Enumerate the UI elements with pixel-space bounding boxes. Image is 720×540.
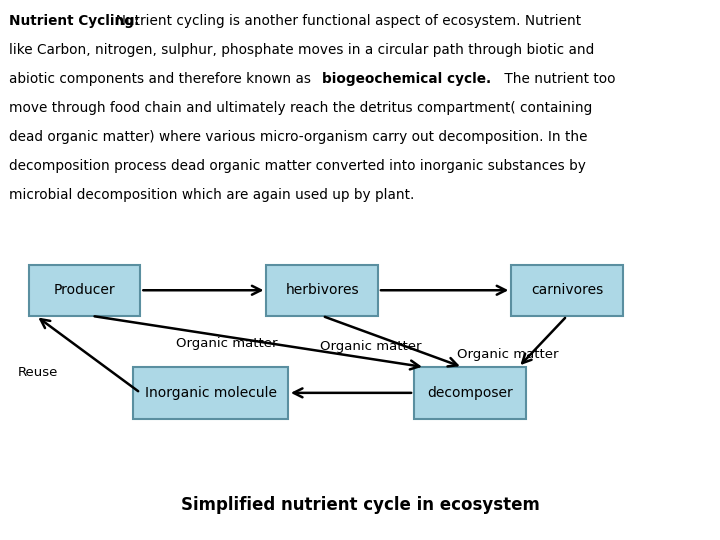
Text: Reuse: Reuse (18, 366, 58, 379)
Text: Producer: Producer (54, 284, 115, 297)
Text: herbivores: herbivores (285, 284, 359, 297)
FancyBboxPatch shape (133, 367, 288, 418)
Text: decomposition process dead organic matter converted into inorganic substances by: decomposition process dead organic matte… (9, 159, 586, 173)
FancyBboxPatch shape (266, 265, 378, 316)
Text: carnivores: carnivores (531, 284, 603, 297)
Text: biogeochemical cycle.: biogeochemical cycle. (322, 72, 491, 86)
Text: Organic matter: Organic matter (176, 338, 278, 350)
Text: dead organic matter) where various micro-organism carry out decomposition. In th: dead organic matter) where various micro… (9, 130, 588, 144)
FancyBboxPatch shape (414, 367, 526, 418)
Text: Organic matter: Organic matter (320, 340, 422, 353)
Text: Nutrient Cycling:: Nutrient Cycling: (9, 14, 140, 28)
Text: move through food chain and ultimately reach the detritus compartment( containin: move through food chain and ultimately r… (9, 101, 593, 115)
Text: Organic matter: Organic matter (457, 348, 559, 361)
Text: The nutrient too: The nutrient too (500, 72, 616, 86)
Text: Inorganic molecule: Inorganic molecule (145, 386, 276, 400)
FancyBboxPatch shape (29, 265, 140, 316)
Text: Simplified nutrient cycle in ecosystem: Simplified nutrient cycle in ecosystem (181, 496, 539, 514)
Text: microbial decomposition which are again used up by plant.: microbial decomposition which are again … (9, 188, 415, 202)
Text: decomposer: decomposer (427, 386, 513, 400)
Text: abiotic components and therefore known as: abiotic components and therefore known a… (9, 72, 316, 86)
Text: like Carbon, nitrogen, sulphur, phosphate moves in a circular path through bioti: like Carbon, nitrogen, sulphur, phosphat… (9, 43, 595, 57)
FancyBboxPatch shape (511, 265, 623, 316)
Text: Nutrient cycling is another functional aspect of ecosystem. Nutrient: Nutrient cycling is another functional a… (107, 14, 581, 28)
